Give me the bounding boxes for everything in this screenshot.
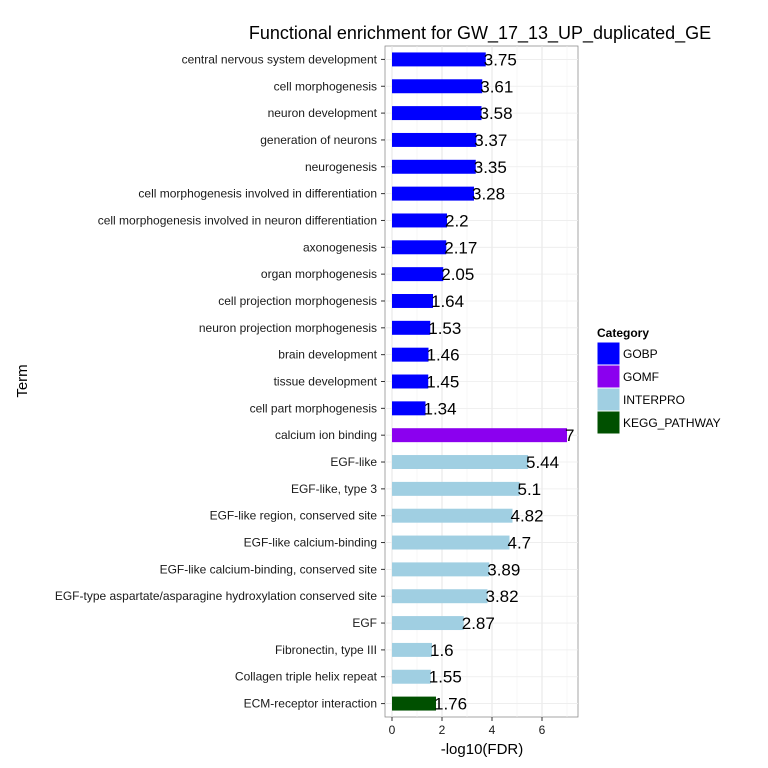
bar bbox=[392, 508, 513, 523]
term-label: tissue development bbox=[274, 375, 378, 389]
term-label: central nervous system development bbox=[182, 52, 378, 66]
bar bbox=[392, 428, 567, 443]
term-labels: central nervous system development cell m… bbox=[55, 52, 385, 711]
bar bbox=[392, 562, 490, 577]
bar bbox=[392, 696, 436, 711]
bar bbox=[392, 616, 464, 631]
term-label: EGF-like region, conserved site bbox=[210, 509, 378, 523]
term-label: generation of neurons bbox=[260, 133, 377, 147]
bar-value-label: 1.55 bbox=[429, 668, 462, 687]
term-label: EGF-type aspartate/asparagine hydroxylat… bbox=[55, 589, 377, 603]
bar-value-label: 3.61 bbox=[480, 77, 513, 96]
bar-value-label: 1.64 bbox=[431, 292, 464, 311]
bar-value-label: 3.82 bbox=[486, 587, 519, 606]
legend-swatch bbox=[596, 364, 621, 389]
term-label: organ morphogenesis bbox=[261, 267, 377, 281]
bar bbox=[392, 106, 482, 121]
x-axis-title: -log10(FDR) bbox=[441, 741, 524, 758]
bar bbox=[392, 589, 488, 604]
bar-value-label: 3.58 bbox=[480, 104, 513, 123]
bar bbox=[392, 669, 431, 684]
term-label: cell morphogenesis involved in different… bbox=[138, 187, 377, 201]
bar-value-label: 3.89 bbox=[487, 560, 520, 579]
term-label: Collagen triple helix repeat bbox=[235, 670, 378, 684]
bar-value-label: 2.05 bbox=[441, 265, 474, 284]
legend-label: GOMF bbox=[623, 370, 659, 384]
x-axis: 0 2 4 6 bbox=[389, 717, 546, 737]
bar bbox=[392, 267, 444, 282]
term-label: neurogenesis bbox=[305, 160, 377, 174]
term-label: EGF-like, type 3 bbox=[291, 482, 377, 496]
bar-value-label: 3.37 bbox=[474, 131, 507, 150]
bar-value-label: 4.82 bbox=[511, 507, 544, 526]
y-axis-title: Term bbox=[14, 364, 31, 397]
term-label: EGF-like bbox=[330, 455, 377, 469]
x-tick-label: 0 bbox=[389, 723, 396, 737]
bar-value-label: 1.53 bbox=[428, 319, 461, 338]
bar-value-label: 7 bbox=[565, 426, 574, 445]
legend-label: GOBP bbox=[623, 347, 658, 361]
bar bbox=[392, 213, 447, 228]
x-tick-label: 4 bbox=[489, 723, 496, 737]
chart-title: Functional enrichment for GW_17_13_UP_du… bbox=[249, 23, 711, 44]
bar bbox=[392, 186, 474, 201]
bar bbox=[392, 52, 486, 67]
bar bbox=[392, 347, 429, 362]
term-label: cell projection morphogenesis bbox=[218, 294, 377, 308]
term-label: neuron development bbox=[268, 106, 378, 120]
term-label: ECM-receptor interaction bbox=[244, 697, 377, 711]
bar-value-label: 1.76 bbox=[434, 695, 467, 714]
legend-label: KEGG_PATHWAY bbox=[623, 416, 721, 430]
legend: Category GOBP GOMF INTERPRO KEGG_PATHWAY bbox=[596, 326, 721, 435]
legend-label: INTERPRO bbox=[623, 393, 685, 407]
bar bbox=[392, 79, 483, 94]
legend-swatch bbox=[596, 410, 621, 435]
bar-value-label: 3.35 bbox=[474, 158, 507, 177]
bar-value-label: 1.34 bbox=[424, 399, 457, 418]
bar-value-label: 1.46 bbox=[427, 346, 460, 365]
legend-title: Category bbox=[597, 326, 649, 340]
term-label: cell part morphogenesis bbox=[250, 401, 377, 415]
bar bbox=[392, 294, 433, 308]
plot-area: 3.75 3.61 3.58 3.37 3.35 3.282.2 2.17 2.05 1.64 1… bbox=[384, 45, 579, 718]
bar-value-label: 3.75 bbox=[484, 50, 517, 69]
bar-value-label: 2.2 bbox=[445, 211, 469, 230]
legend-swatch bbox=[596, 341, 621, 366]
term-label: brain development bbox=[278, 348, 377, 362]
term-label: EGF bbox=[352, 616, 377, 630]
bar-value-label: 5.44 bbox=[526, 453, 559, 472]
term-label: axonogenesis bbox=[303, 240, 377, 254]
bar bbox=[392, 481, 520, 496]
bar-value-label: 2.17 bbox=[444, 238, 477, 257]
term-label: cell morphogenesis bbox=[274, 79, 377, 93]
x-tick-label: 2 bbox=[439, 723, 446, 737]
term-label: neuron projection morphogenesis bbox=[199, 321, 377, 335]
bar-value-label: 2.87 bbox=[462, 614, 495, 633]
term-label: cell morphogenesis involved in neuron di… bbox=[98, 213, 377, 227]
bar bbox=[392, 240, 447, 255]
term-label: EGF-like calcium-binding bbox=[244, 536, 377, 550]
bar-value-label: 1.6 bbox=[430, 641, 454, 660]
bar-value-label: 1.45 bbox=[426, 373, 459, 392]
bar bbox=[392, 535, 510, 550]
bar bbox=[392, 320, 431, 335]
term-label: Fibronectin, type III bbox=[275, 643, 377, 657]
bar-value-label: 4.7 bbox=[508, 534, 532, 553]
term-label: EGF-like calcium-binding, conserved site bbox=[160, 562, 378, 576]
bar bbox=[392, 159, 476, 174]
term-label: calcium ion binding bbox=[275, 428, 377, 442]
bar bbox=[392, 132, 477, 147]
bar bbox=[392, 642, 432, 657]
legend-swatch bbox=[596, 387, 621, 412]
x-tick-label: 6 bbox=[539, 723, 546, 737]
bar bbox=[392, 455, 528, 469]
bar-value-label: 5.1 bbox=[518, 480, 542, 499]
bar-value-label: 3.28 bbox=[472, 185, 505, 204]
bar bbox=[392, 401, 426, 416]
bar bbox=[392, 374, 429, 389]
